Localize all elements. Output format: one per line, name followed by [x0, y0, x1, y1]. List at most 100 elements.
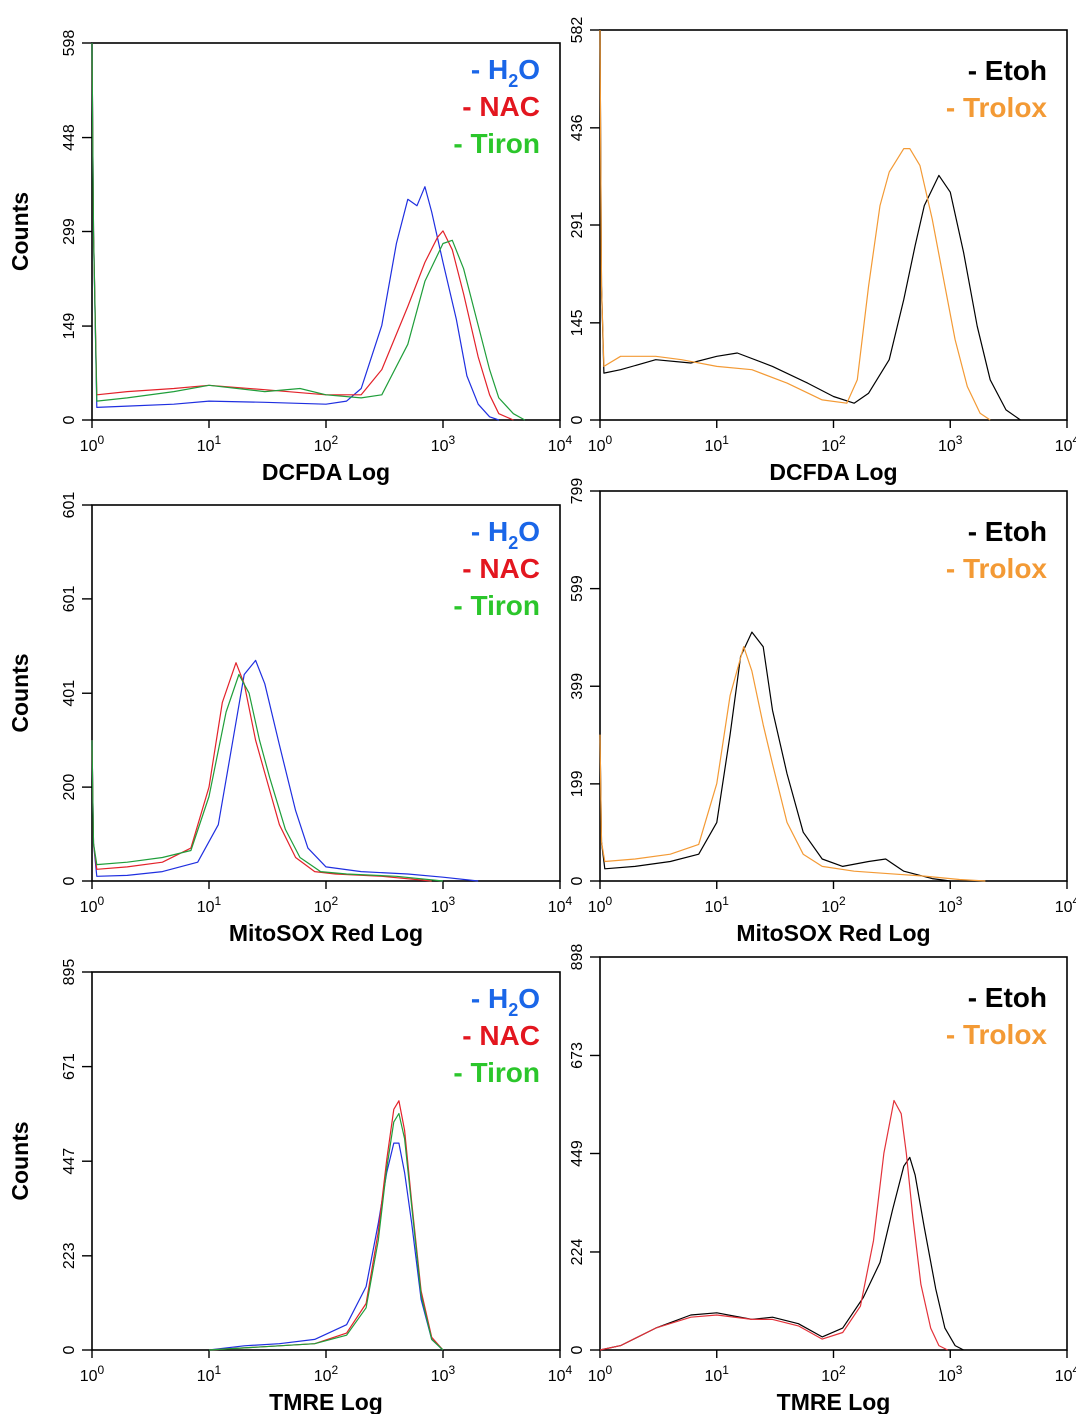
- y-tick-label: 149: [61, 313, 78, 340]
- x-tick-label: 103: [431, 894, 456, 916]
- y-tick-label: 436: [569, 114, 586, 141]
- x-tick-label: 102: [314, 1363, 339, 1385]
- chart-panel-tmre-left: 100 101 102 103 104 0 223 447 671 895 TMRE Log Coun…: [7, 959, 572, 1414]
- y-tick-label: 224: [569, 1239, 586, 1266]
- y-tick-label: 299: [61, 218, 78, 245]
- legend-entry: - Trolox: [946, 92, 1048, 123]
- x-axis-label: DCFDA Log: [262, 459, 390, 485]
- y-tick-label: 200: [61, 774, 78, 801]
- x-tick-label: 104: [1055, 433, 1076, 455]
- legend-entry: - Etoh: [968, 516, 1047, 547]
- x-tick-label: 102: [821, 1363, 846, 1385]
- legend-entry: - H2O: [471, 516, 540, 553]
- series-line-tiron: [91, 42, 526, 421]
- legend-entry: - NAC: [462, 553, 540, 584]
- y-tick-label: 898: [569, 944, 586, 971]
- x-tick-label: 101: [197, 433, 222, 455]
- x-tick-label: 103: [938, 433, 963, 455]
- x-tick-label: 103: [938, 894, 963, 916]
- y-tick-label: 799: [569, 478, 586, 505]
- series-line-tiron: [91, 673, 444, 882]
- x-tick-label: 100: [80, 433, 105, 455]
- legend-entry: - H2O: [471, 983, 540, 1020]
- x-tick-label: 102: [314, 894, 339, 916]
- x-axis-label: DCFDA Log: [769, 459, 897, 485]
- x-tick-label: 103: [938, 1363, 963, 1385]
- legend-entry: - H2O: [471, 54, 540, 91]
- chart-panel-dcfda-right: 100 101 102 103 104 0 145 291 436 582 DCFDA Log - E…: [569, 17, 1076, 485]
- y-tick-label: 399: [569, 673, 586, 700]
- y-tick-label: 448: [61, 124, 78, 151]
- plot-frame: [599, 956, 1068, 1351]
- series-line-etoh: [599, 1156, 964, 1351]
- y-tick-label: 449: [569, 1140, 586, 1167]
- x-tick-label: 101: [705, 894, 730, 916]
- y-axis-label: Counts: [7, 653, 33, 732]
- series-line-nac: [208, 1100, 444, 1351]
- x-axis-label: MitoSOX Red Log: [736, 920, 930, 946]
- x-tick-label: 101: [197, 1363, 222, 1385]
- y-axis-label: Counts: [7, 1121, 33, 1200]
- y-tick-label: 673: [569, 1042, 586, 1069]
- x-tick-label: 100: [80, 1363, 105, 1385]
- chart-panel-dcfda-left: 100 101 102 103 104 0 149 299 448 598 DCFDA Log Cou…: [7, 30, 572, 485]
- y-tick-label: 0: [569, 415, 586, 424]
- x-tick-label: 102: [314, 433, 339, 455]
- y-tick-label: 0: [61, 876, 78, 885]
- x-axis-label: TMRE Log: [269, 1389, 383, 1414]
- y-tick-label: 223: [61, 1242, 78, 1269]
- y-tick-label: 199: [569, 770, 586, 797]
- y-tick-label: 601: [61, 492, 78, 519]
- x-tick-label: 103: [431, 433, 456, 455]
- y-tick-label: 0: [61, 415, 78, 424]
- chart-panel-mitosox-right: 100 101 102 103 104 0 199 399 599 799 MitoSOX Red …: [569, 478, 1076, 946]
- y-tick-label: 145: [569, 309, 586, 336]
- legend-entry: - Etoh: [968, 55, 1047, 86]
- series-line-nac: [91, 662, 432, 882]
- x-tick-label: 104: [1055, 894, 1076, 916]
- y-tick-label: 671: [61, 1053, 78, 1080]
- x-axis-label: TMRE Log: [777, 1389, 891, 1414]
- chart-panel-tmre-right: 100 101 102 103 104 0 224 449 673 898 TMRE Log - Et…: [569, 944, 1076, 1414]
- chart-panel-mitosox-left: 100 101 102 103 104 0 200 401 601 601 MitoSOX Red …: [7, 492, 572, 946]
- legend-entry: - NAC: [462, 91, 540, 122]
- y-tick-label: 895: [61, 959, 78, 986]
- series-line-etoh: [599, 29, 1021, 421]
- series-line-h2o: [91, 42, 499, 421]
- x-tick-label: 100: [588, 894, 613, 916]
- y-tick-label: 291: [569, 212, 586, 239]
- y-axis-label: Counts: [7, 192, 33, 271]
- legend-entry: - Tiron: [453, 590, 540, 621]
- legend-entry: - NAC: [462, 1020, 540, 1051]
- series-line-trolox: [599, 29, 991, 421]
- x-tick-label: 100: [80, 894, 105, 916]
- legend-entry: - Etoh: [968, 982, 1047, 1013]
- legend-entry: - Trolox: [946, 1019, 1048, 1050]
- x-tick-label: 101: [197, 894, 222, 916]
- y-tick-label: 582: [569, 17, 586, 44]
- x-tick-label: 104: [548, 433, 573, 455]
- series-line-h2o: [91, 659, 479, 882]
- x-axis-label: MitoSOX Red Log: [229, 920, 423, 946]
- x-tick-label: 103: [431, 1363, 456, 1385]
- y-tick-label: 0: [569, 876, 586, 885]
- y-tick-label: 401: [61, 680, 78, 707]
- y-tick-label: 447: [61, 1148, 78, 1175]
- y-tick-label: 599: [569, 575, 586, 602]
- x-tick-label: 102: [821, 433, 846, 455]
- y-tick-label: 598: [61, 30, 78, 57]
- x-tick-label: 102: [821, 894, 846, 916]
- legend-entry: - Tiron: [453, 1057, 540, 1088]
- y-tick-label: 0: [61, 1345, 78, 1354]
- series-line-trolox_line_tmre: [599, 1099, 948, 1351]
- x-tick-label: 101: [705, 1363, 730, 1385]
- series-line-tiron: [208, 1112, 444, 1351]
- series-line-trolox: [599, 646, 986, 882]
- x-tick-label: 104: [548, 894, 573, 916]
- y-tick-label: 0: [569, 1345, 586, 1354]
- x-tick-label: 100: [588, 433, 613, 455]
- legend-entry: - Tiron: [453, 128, 540, 159]
- x-tick-label: 104: [548, 1363, 573, 1385]
- series-line-nac: [91, 42, 514, 421]
- legend-entry: - Trolox: [946, 553, 1048, 584]
